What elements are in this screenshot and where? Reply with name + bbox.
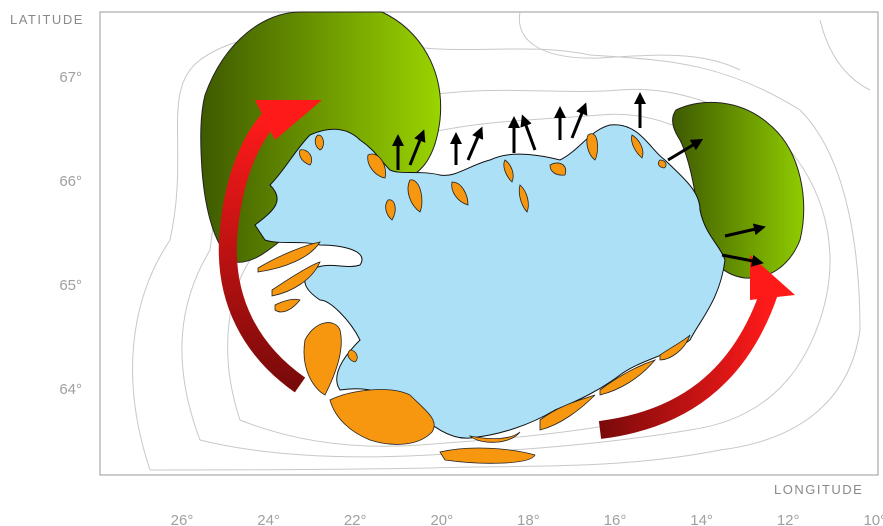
longitude-label: 10° [863, 512, 883, 526]
longitude-label: 12° [777, 512, 800, 526]
migration-arrows [218, 100, 795, 439]
latitude-label: 64° [59, 381, 82, 398]
latitude-label: 67° [59, 69, 82, 86]
drift-arrows [392, 92, 766, 267]
x-axis-title: LONGITUDE [774, 482, 863, 497]
latitude-label: 65° [59, 277, 82, 294]
latitude-label: 66° [59, 173, 82, 190]
y-axis-title: LATITUDE [10, 12, 84, 27]
iceland-landmass [254, 124, 726, 439]
longitude-label: 20° [430, 512, 453, 526]
longitude-label: 14° [690, 512, 713, 526]
longitude-label: 26° [171, 512, 194, 526]
longitude-label: 22° [344, 512, 367, 526]
longitude-label: 18° [517, 512, 540, 526]
longitude-label: 24° [257, 512, 280, 526]
spawning-areas [257, 133, 691, 464]
longitude-label: 16° [604, 512, 627, 526]
